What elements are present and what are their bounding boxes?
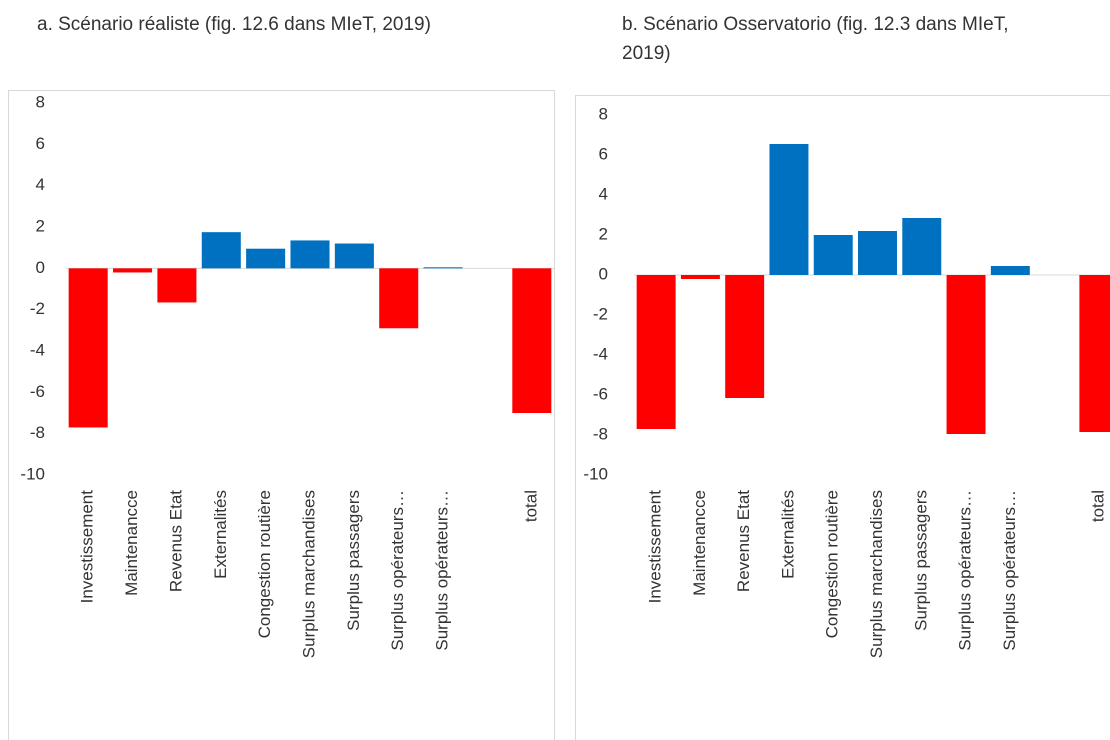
x-tick-label: Maintenancce: [690, 490, 709, 596]
y-tick-label: 0: [599, 264, 608, 283]
bar: [725, 275, 765, 398]
x-tick-label: Externalités: [778, 490, 797, 579]
bar: [680, 275, 720, 279]
bar: [68, 268, 108, 428]
y-tick-label: -10: [583, 464, 608, 483]
x-tick-label: Congestion routière: [255, 490, 274, 638]
y-tick-label: 2: [599, 224, 608, 243]
bar: [379, 268, 419, 329]
y-tick-label: -4: [593, 344, 608, 363]
bar: [157, 268, 197, 303]
x-tick-label: Surplus opérateurs…: [956, 490, 975, 651]
bar: [290, 240, 330, 269]
y-tick-label: 4: [36, 175, 45, 194]
y-tick-label: -8: [30, 423, 45, 442]
y-tick-label: 0: [36, 258, 45, 277]
y-tick-label: -8: [593, 424, 608, 443]
x-tick-label: Externalités: [211, 490, 230, 579]
x-tick-label: Surplus opérateurs…: [433, 490, 452, 651]
x-tick-label: Surplus marchandises: [299, 490, 318, 658]
bar: [902, 218, 942, 275]
x-tick-label: Surplus passagers: [344, 490, 363, 631]
y-tick-label: 8: [36, 92, 45, 111]
x-tick-label: total: [1088, 490, 1107, 522]
bar: [1079, 275, 1110, 432]
bar: [512, 268, 552, 413]
chart-frame: [8, 90, 555, 740]
y-tick-label: -10: [20, 464, 45, 483]
y-tick-label: -4: [30, 340, 45, 359]
x-tick-label: Congestion routière: [823, 490, 842, 638]
chart-frame: [575, 95, 1110, 740]
x-tick-label: Surplus opérateurs…: [388, 490, 407, 651]
y-tick-label: -2: [30, 299, 45, 318]
x-tick-label: Investissement: [646, 490, 665, 604]
bar: [113, 268, 153, 273]
y-tick-label: -6: [593, 384, 608, 403]
bar: [946, 275, 986, 434]
bar: [636, 275, 676, 429]
bar: [858, 231, 897, 275]
bar: [201, 232, 241, 269]
x-tick-label: total: [521, 490, 540, 522]
x-tick-label: Surplus opérateurs…: [1000, 490, 1019, 651]
y-tick-label: 4: [599, 184, 608, 203]
bar: [813, 235, 853, 275]
x-tick-label: Surplus marchandises: [867, 490, 886, 658]
x-tick-label: Investissement: [78, 490, 97, 604]
bar: [990, 266, 1030, 275]
chart-title: a. Scénario réaliste (fig. 12.6 dans MIe…: [37, 14, 431, 35]
bar: [423, 267, 463, 269]
y-tick-label: 8: [599, 104, 608, 123]
y-tick-label: 2: [36, 216, 45, 235]
y-tick-label: -6: [30, 382, 45, 401]
bar: [769, 144, 809, 275]
x-tick-label: Maintenancce: [122, 490, 141, 596]
y-tick-label: 6: [36, 134, 45, 153]
x-tick-label: Revenus Etat: [166, 490, 185, 592]
bar: [246, 248, 286, 269]
x-tick-label: Revenus Etat: [734, 490, 753, 592]
y-tick-label: 6: [599, 144, 608, 163]
y-tick-label: -2: [593, 304, 608, 323]
x-tick-label: Surplus passagers: [911, 490, 930, 631]
bar: [334, 243, 374, 269]
chart-title: b. Scénario Osservatorio (fig. 12.3 dans…: [622, 14, 1009, 64]
